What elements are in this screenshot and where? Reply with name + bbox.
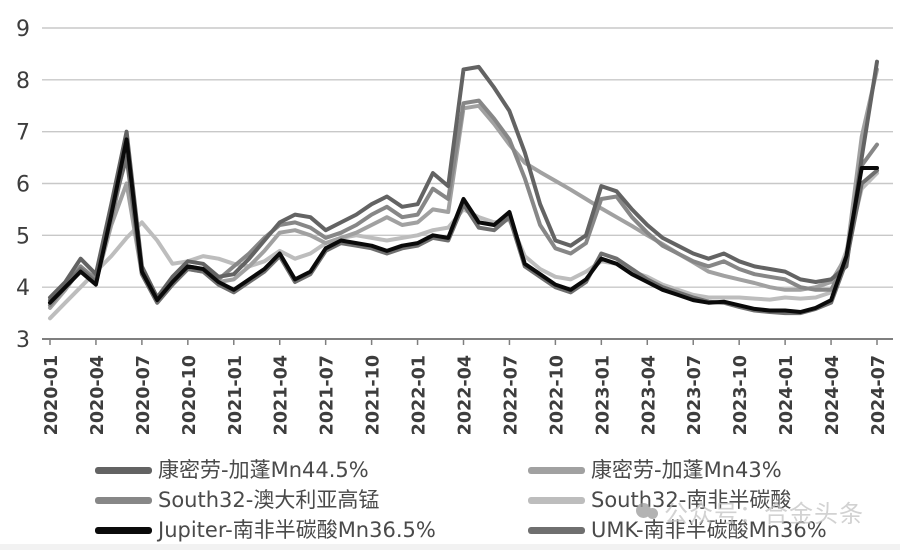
x-tick-label: 2020-04	[88, 355, 108, 435]
legend-label: 康密劳-加蓬Mn43%	[591, 458, 782, 482]
y-tick-label: 9	[16, 17, 30, 42]
series-line-3	[48, 171, 879, 321]
legend-item-jupiter[interactable]: Jupiter-南非半碳酸Mn36.5%	[95, 515, 436, 545]
x-tick-label: 2021-07	[318, 355, 338, 435]
legend-label: UMK-南非半碳酸Mn36%	[591, 518, 827, 542]
x-tick-label: 2020-07	[134, 355, 154, 435]
price-line-chart: 3 4 5 6 7 8 9 2020-01 2020-04 2020-07 2020-10 2021-…	[16, 17, 893, 435]
x-tick-label: 2022-01	[410, 355, 430, 435]
x-tick-label: 2021-01	[226, 355, 246, 435]
series-line-0	[48, 59, 879, 300]
x-tick-label: 2022-10	[547, 355, 567, 435]
legend-item-south32-south-africa[interactable]: South32-南非半碳酸	[528, 485, 791, 515]
x-tick-label: 2023-10	[731, 355, 751, 435]
legend-swatch-icon	[95, 526, 152, 534]
x-tick-label: 2024-07	[869, 355, 889, 435]
y-tick-label: 8	[16, 69, 30, 94]
legend-item-umk[interactable]: UMK-南非半碳酸Mn36%	[528, 515, 827, 545]
x-tick-label: 2020-01	[42, 355, 62, 435]
legend-swatch-icon	[95, 496, 152, 504]
legend-swatch-icon	[95, 466, 152, 474]
legend-item-south32-australia[interactable]: South32-澳大利亚高锰	[95, 485, 379, 515]
x-tick-label: 2023-07	[685, 355, 705, 435]
x-tick-label: 2020-10	[180, 355, 200, 435]
x-tick-label: 2022-04	[456, 355, 476, 435]
legend-label: South32-南非半碳酸	[591, 488, 792, 512]
x-tick-label: 2023-04	[639, 355, 659, 435]
legend-label: South32-澳大利亚高锰	[158, 488, 380, 512]
legend-item-kangmilao-mn44-5[interactable]: 康密劳-加蓬Mn44.5%	[95, 455, 369, 485]
y-tick-label: 4	[16, 276, 30, 301]
legend-item-kangmilao-mn43[interactable]: 康密劳-加蓬Mn43%	[528, 455, 782, 485]
x-tick-label: 2021-10	[364, 355, 384, 435]
page-edge-strip	[0, 544, 900, 550]
chart-legend: 康密劳-加蓬Mn44.5% 康密劳-加蓬Mn43% South32-澳大利亚高锰…	[0, 452, 900, 544]
y-tick-label: 7	[16, 121, 30, 146]
legend-swatch-icon	[528, 466, 585, 474]
y-tick-label: 3	[16, 328, 30, 353]
legend-swatch-icon	[528, 526, 585, 534]
y-tick-label: 6	[16, 173, 30, 198]
legend-swatch-icon	[528, 496, 585, 504]
x-tick-label: 2024-01	[777, 355, 797, 435]
x-tick-label: 2024-04	[823, 355, 843, 435]
legend-label: 康密劳-加蓬Mn44.5%	[158, 458, 369, 482]
y-tick-label: 5	[16, 224, 30, 249]
legend-label: Jupiter-南非半碳酸Mn36.5%	[158, 518, 436, 542]
series-line-4	[48, 137, 879, 314]
x-tick-label: 2022-07	[501, 355, 521, 435]
x-tick-label: 2021-04	[272, 355, 292, 435]
x-tick-label: 2023-01	[593, 355, 613, 435]
